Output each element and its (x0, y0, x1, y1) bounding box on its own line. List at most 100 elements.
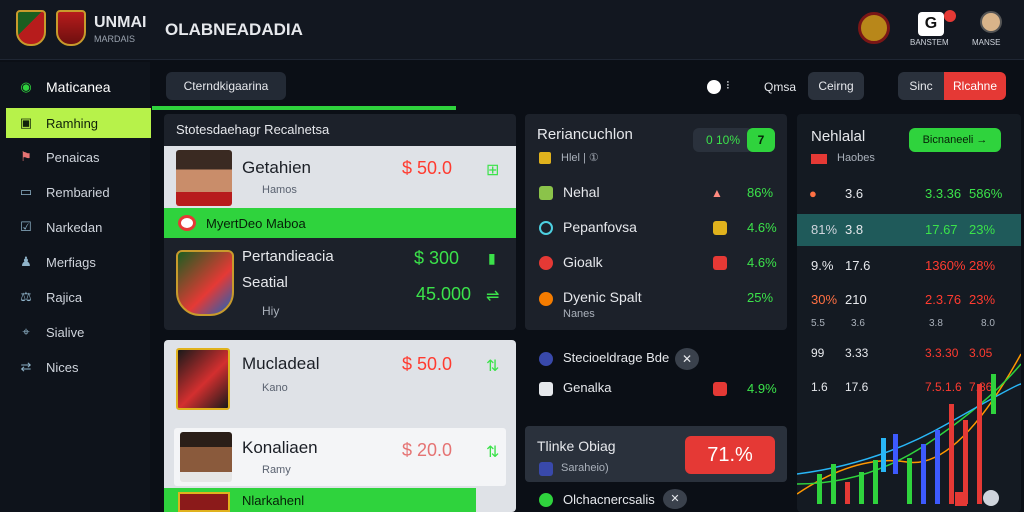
club-logo-icon (178, 492, 230, 512)
count-badge[interactable]: 7 (747, 128, 775, 152)
checkbox-icon: ☑ (20, 219, 32, 234)
team-icon (539, 186, 553, 200)
player-avatar (176, 150, 232, 206)
right-panel: Nehlalal Haobes Bicnaneeli → ● 3.6 3.3.3… (797, 114, 1021, 512)
sidebar-item-label: Nices (46, 359, 79, 375)
notification-icon[interactable]: G (918, 12, 944, 36)
bet-icon[interactable]: ⇅ (486, 358, 500, 375)
sidebar-item-penaicas[interactable]: ⚑ Penaicas (6, 142, 151, 172)
sidebar-item-label: Ramhing (46, 115, 99, 131)
club-crest-icon (56, 10, 86, 46)
candle (859, 472, 864, 504)
top-bar: UNMAI MARDAIS OLABNEADADIA G BANSTEM MAN… (0, 0, 1024, 60)
close-icon[interactable]: ✕ (675, 348, 699, 370)
sidebar-item-sialive[interactable]: ⌖ Sialive (6, 317, 151, 347)
trend-line (797, 383, 1021, 475)
sidebar-item-merfiags[interactable]: ♟ Merfiags (6, 247, 151, 277)
cell: 3.3.36 (925, 186, 962, 201)
row-sub: Nanes (563, 308, 595, 320)
row-name: Gioalk (563, 254, 603, 270)
match-name: Pertandieacia (242, 248, 334, 265)
candle (921, 444, 926, 504)
cell: 9.% (811, 258, 834, 273)
app-title: OLABNEADADIA (165, 20, 303, 39)
candle (817, 474, 822, 504)
sidebar-item-rajica[interactable]: ⚖ Rajica (6, 282, 151, 312)
close-icon[interactable]: ✕ (663, 489, 687, 509)
team-icon (539, 221, 553, 235)
cell: 23% (969, 222, 996, 237)
player-name: Getahien (242, 158, 311, 177)
tab-underline (152, 106, 456, 110)
player-avatar (180, 432, 232, 482)
team-crest-icon (176, 250, 234, 316)
cell: 3.05 (969, 346, 993, 360)
sidebar-item-label: Penaicas (46, 149, 100, 165)
brand-subtitle: MARDAIS (94, 34, 136, 44)
scale-icon: ⚖ (20, 289, 32, 304)
action-button[interactable]: Bicnaneeli → (909, 128, 1001, 152)
status-icon (713, 221, 727, 235)
match-odds-1: $ 300 (414, 248, 460, 268)
tab-main[interactable]: Cterndkigaarina (166, 72, 286, 100)
sidebar-item-nices[interactable]: ⇄ Nices (6, 352, 151, 382)
sinc-button[interactable]: Sinc (898, 72, 944, 100)
row-value: 4.6% (747, 220, 777, 235)
cell: 17.67 (925, 222, 958, 237)
candle (893, 434, 898, 474)
status-icon (955, 492, 967, 506)
cell: 3.6 (845, 186, 864, 201)
ceirng-button[interactable]: Ceirng (808, 72, 864, 100)
settings-icon[interactable] (983, 490, 999, 506)
odds-badge[interactable]: 0 10% (693, 128, 753, 152)
toolbar-link[interactable]: Qmsa (764, 80, 797, 94)
player-odds: $ 50.0 (402, 158, 453, 178)
notification-label: BANSTEM (910, 38, 949, 47)
rlcahne-button[interactable]: Rlcahne (944, 72, 1006, 100)
player-odds: $ 20.0 (402, 440, 453, 460)
sidebar-item-rembaried[interactable]: ▭ Rembaried (6, 177, 151, 207)
team-icon (539, 292, 553, 306)
shuffle-icon: ⇄ (20, 359, 32, 374)
team-name: Mucladeal (242, 354, 320, 373)
sidebar-item-ramhing[interactable]: ▣ Ramhing (6, 108, 151, 138)
player-name: Konaliaen (242, 438, 318, 457)
match-odds-2: 45.000 (416, 284, 472, 304)
bet-icon[interactable]: ⇅ (486, 444, 500, 461)
highlight-bar[interactable]: MyertDeo Maboa (164, 208, 516, 238)
cell: 2.3.76 (925, 292, 962, 307)
match-name-2: Seatial (242, 274, 288, 291)
player-card[interactable]: Konaliaen Ramy $ 20.0 ⇅ (174, 428, 506, 486)
player-sub: Hamos (262, 184, 297, 196)
trend-line (797, 363, 1021, 485)
row-name: Pepanfovsa (563, 219, 637, 235)
mid-box-title: Tlinke Obiag (537, 438, 616, 454)
bet-icon[interactable]: ⊞ (486, 162, 500, 179)
player-card[interactable]: Getahien Hamos $ 50.0 ⊞ (164, 146, 516, 208)
mid-panel-subtitle: Hlel | ① (561, 152, 599, 164)
refresh-icon[interactable]: ⇌ (486, 288, 500, 305)
cell: 17.6 (845, 380, 869, 394)
percent-badge[interactable]: 71.% (685, 436, 775, 474)
market-trend-graphic (797, 353, 1021, 504)
cell: 3.6 (851, 318, 865, 329)
candle (831, 464, 836, 504)
club-logo-icon (178, 215, 196, 231)
cell: 7.5.1.6 (925, 380, 962, 394)
flag-icon: ⚑ (20, 149, 32, 164)
user-avatar[interactable] (980, 11, 1002, 33)
info-icon[interactable] (707, 80, 721, 94)
cell: 17.6 (845, 258, 871, 273)
bet-icon[interactable]: ▮ (488, 250, 496, 266)
cell: 3.33 (845, 346, 869, 360)
sidebar-item-label: Rembaried (46, 184, 110, 200)
sidebar-header[interactable]: ◉ Maticanea (6, 72, 151, 102)
team-badge-icon[interactable] (858, 12, 890, 44)
cell: 23% (969, 292, 996, 307)
row-name: Dyenic Spalt (563, 289, 642, 305)
sidebar-item-narkedan[interactable]: ☑ Narkedan (6, 212, 151, 242)
row-value: 86% (747, 185, 774, 200)
mid-footer: Olchacnercsalis ✕ (525, 488, 787, 512)
match-sub: Hiy (262, 304, 280, 318)
alert-icon: ▲ (711, 186, 723, 200)
